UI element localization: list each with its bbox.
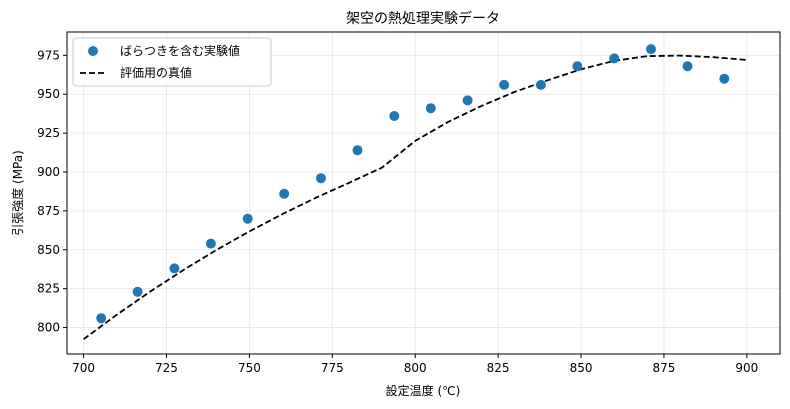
x-tick-label: 775: [321, 361, 344, 375]
y-tick-label: 950: [37, 87, 60, 101]
data-point: [535, 79, 546, 90]
legend-label-scatter: ばらつきを含む実験値: [120, 43, 240, 58]
grid: [67, 32, 780, 354]
x-tick-label: 750: [238, 361, 261, 375]
x-tick-label: 900: [735, 361, 758, 375]
data-point: [609, 53, 620, 64]
data-point: [169, 263, 180, 274]
y-tick-label: 800: [37, 321, 60, 335]
legend-marker-scatter: [88, 46, 98, 56]
y-tick-label: 850: [37, 243, 60, 257]
chart-title: 架空の熱処理実験データ: [346, 10, 500, 27]
data-point: [572, 61, 583, 72]
data-point: [646, 44, 656, 55]
true-value-curve: [83, 54, 747, 340]
data-point: [279, 188, 290, 199]
x-tick-label: 725: [155, 361, 178, 375]
legend-label-line: 評価用の真値: [120, 65, 192, 80]
data-point: [242, 213, 253, 224]
data-point: [389, 111, 400, 121]
y-axis: 800 825 850 875 900 925 950 975: [37, 48, 67, 335]
data-point: [205, 238, 216, 249]
x-tick-label: 875: [652, 361, 675, 375]
x-tick-label: 850: [570, 361, 593, 375]
y-tick-label: 825: [37, 282, 60, 296]
x-tick-label: 700: [72, 361, 95, 375]
legend-box: [72, 37, 272, 87]
data-point: [96, 313, 107, 324]
data-point: [682, 61, 693, 72]
y-tick-label: 900: [37, 165, 60, 179]
y-tick-label: 875: [37, 204, 60, 218]
experimental-points: [96, 44, 730, 324]
y-tick-label: 975: [37, 48, 60, 62]
x-axis: 700 725 750 775 800 825 850 875 900: [72, 354, 758, 375]
legend: ばらつきを含む実験値 評価用の真値: [72, 37, 272, 87]
data-point: [132, 286, 143, 297]
data-point: [352, 145, 363, 156]
data-point: [499, 79, 510, 90]
y-axis-label: 引張強度 (MPa): [10, 150, 25, 236]
y-tick-label: 925: [37, 126, 60, 140]
x-tick-label: 800: [404, 361, 427, 375]
x-axis-label: 設定温度 (℃): [386, 383, 461, 398]
true-value-line: [83, 54, 747, 340]
data-point: [462, 95, 473, 106]
x-tick-label: 825: [487, 361, 510, 375]
data-point: [719, 73, 730, 84]
data-point: [316, 173, 326, 184]
data-point: [425, 103, 436, 114]
plot-frame: [66, 31, 781, 355]
